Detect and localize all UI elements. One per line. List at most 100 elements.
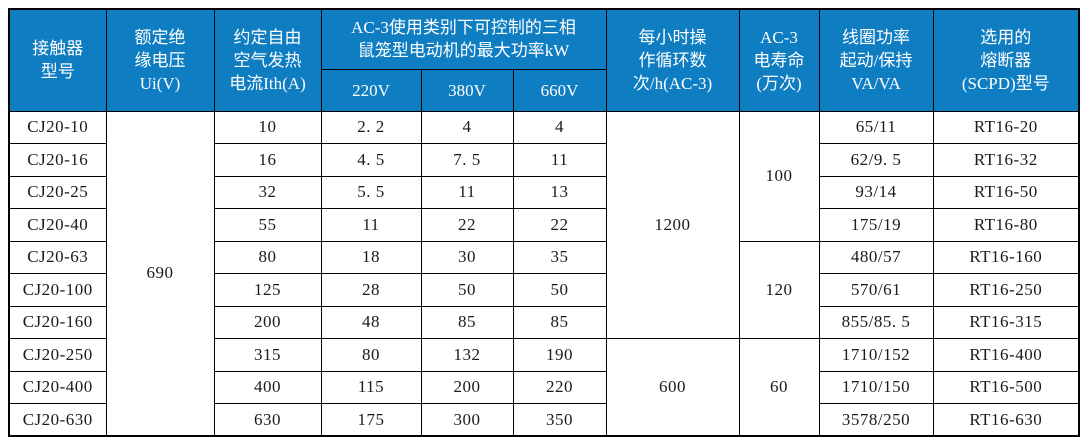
cell-kw-220: 175 <box>320 403 422 437</box>
cell-model: CJ20-25 <box>8 175 107 209</box>
cell-kw-660: 4 <box>512 110 607 144</box>
header-line: AC-3 <box>760 27 798 47</box>
table-row: CJ20-400 400 115 200 220 1710/150 RT16-5… <box>8 370 1080 404</box>
table-row: CJ20-100 125 28 50 50 570/61 RT16-250 <box>8 273 1080 307</box>
col-header-coil-power: 线圈功率 起动/保持 VA/VA <box>818 8 934 112</box>
header-line: 接触器 <box>32 39 84 59</box>
col-header-220v: 220V <box>320 68 422 112</box>
table-row: CJ20-25 32 5. 5 11 13 93/14 RT16-50 <box>8 175 1080 209</box>
cell-kw-660: 85 <box>512 305 607 339</box>
cell-fuse-model: RT16-50 <box>932 175 1080 209</box>
cell-thermal-current: 400 <box>213 370 322 404</box>
cell-cycles: 1200 <box>605 110 740 339</box>
cell-kw-220: 2. 2 <box>320 110 422 144</box>
cell-kw-660: 350 <box>512 403 607 437</box>
cell-kw-380: 85 <box>420 305 514 339</box>
cell-thermal-current: 315 <box>213 338 322 372</box>
cell-kw-220: 80 <box>320 338 422 372</box>
cell-thermal-current: 125 <box>213 273 322 307</box>
cell-kw-380: 11 <box>420 175 514 209</box>
table-body: CJ20-10 690 10 2. 2 4 4 1200 100 65/11 R… <box>8 110 1080 437</box>
cell-kw-220: 115 <box>320 370 422 404</box>
cell-model: CJ20-10 <box>8 110 107 144</box>
cell-model: CJ20-250 <box>8 338 107 372</box>
cell-kw-220: 4. 5 <box>320 143 422 177</box>
header-line: 作循环数 <box>638 50 707 70</box>
header-line: 鼠笼型电动机的最大功率kW <box>357 41 570 61</box>
col-header-thermal-current: 约定自由 空气发热 电流Ith(A) <box>213 8 322 112</box>
table-row: CJ20-16 16 4. 5 7. 5 11 62/9. 5 RT16-32 <box>8 143 1080 177</box>
cell-model: CJ20-630 <box>8 403 107 437</box>
cell-life: 120 <box>738 240 820 339</box>
cell-kw-220: 48 <box>320 305 422 339</box>
header-line: 选用的 <box>980 27 1032 47</box>
cell-model: CJ20-16 <box>8 143 107 177</box>
cell-kw-220: 5. 5 <box>320 175 422 209</box>
cell-kw-660: 22 <box>512 208 607 242</box>
col-header-fuse: 选用的 熔断器 (SCPD)型号 <box>932 8 1080 112</box>
cell-coil-power: 175/19 <box>818 208 934 242</box>
col-header-electrical-life: AC-3 电寿命 (万次) <box>738 8 820 112</box>
header-line: 缘电压 <box>134 50 186 70</box>
cell-model: CJ20-40 <box>8 208 107 242</box>
table-header: 接触器 型号 额定绝 缘电压 Ui(V) 约定自由 空气发热 电流Ith(A) … <box>8 8 1080 112</box>
contactor-spec-table: 接触器 型号 额定绝 缘电压 Ui(V) 约定自由 空气发热 电流Ith(A) … <box>8 8 1081 437</box>
cell-model: CJ20-63 <box>8 240 107 274</box>
cell-cycles: 600 <box>605 338 740 437</box>
cell-kw-380: 132 <box>420 338 514 372</box>
header-line: 次/h(AC-3) <box>632 73 713 93</box>
cell-coil-power: 93/14 <box>818 175 934 209</box>
cell-kw-660: 13 <box>512 175 607 209</box>
col-header-cycles-per-hour: 每小时操 作循环数 次/h(AC-3) <box>605 8 740 112</box>
cell-fuse-model: RT16-160 <box>932 240 1080 274</box>
cell-insulation-voltage: 690 <box>105 110 215 437</box>
header-line: 线圈功率 <box>842 27 911 47</box>
header-line: 约定自由 <box>233 27 302 47</box>
cell-kw-380: 7. 5 <box>420 143 514 177</box>
header-line: 额定绝 <box>134 27 186 47</box>
col-header-insulation-voltage: 额定绝 缘电压 Ui(V) <box>105 8 215 112</box>
header-line: 电寿命 <box>753 50 805 70</box>
cell-coil-power: 1710/150 <box>818 370 934 404</box>
cell-thermal-current: 200 <box>213 305 322 339</box>
cell-kw-380: 30 <box>420 240 514 274</box>
cell-fuse-model: RT16-400 <box>932 338 1080 372</box>
cell-kw-220: 11 <box>320 208 422 242</box>
cell-thermal-current: 16 <box>213 143 322 177</box>
cell-kw-380: 4 <box>420 110 514 144</box>
cell-coil-power: 1710/152 <box>818 338 934 372</box>
header-line: 每小时操 <box>638 27 707 47</box>
cell-kw-660: 220 <box>512 370 607 404</box>
col-header-model: 接触器 型号 <box>8 8 107 112</box>
cell-coil-power: 62/9. 5 <box>818 143 934 177</box>
header-line: 熔断器 <box>980 50 1032 70</box>
table-row: CJ20-630 630 175 300 350 3578/250 RT16-6… <box>8 403 1080 437</box>
cell-life: 100 <box>738 110 820 242</box>
cell-thermal-current: 10 <box>213 110 322 144</box>
table-row: CJ20-250 315 80 132 190 600 60 1710/152 … <box>8 338 1080 437</box>
cell-fuse-model: RT16-32 <box>932 143 1080 177</box>
col-header-660v: 660V <box>512 68 607 112</box>
table-row: CJ20-63 80 18 30 35 120 480/57 RT16-160 <box>8 240 1080 339</box>
header-line: 电流Ith(A) <box>229 73 306 93</box>
cell-thermal-current: 55 <box>213 208 322 242</box>
cell-kw-660: 11 <box>512 143 607 177</box>
cell-fuse-model: RT16-250 <box>932 273 1080 307</box>
cell-kw-380: 22 <box>420 208 514 242</box>
header-line: 型号 <box>40 62 75 82</box>
cell-fuse-model: RT16-80 <box>932 208 1080 242</box>
cell-model: CJ20-100 <box>8 273 107 307</box>
cell-thermal-current: 32 <box>213 175 322 209</box>
cell-kw-660: 35 <box>512 240 607 274</box>
table-row: CJ20-10 690 10 2. 2 4 4 1200 100 65/11 R… <box>8 110 1080 437</box>
header-line: 空气发热 <box>233 50 302 70</box>
cell-kw-380: 200 <box>420 370 514 404</box>
cell-life: 60 <box>738 338 820 437</box>
header-line: VA/VA <box>851 73 901 93</box>
header-line: AC-3使用类别下可控制的三相 <box>351 18 576 38</box>
cell-fuse-model: RT16-315 <box>932 305 1080 339</box>
cell-coil-power: 480/57 <box>818 240 934 274</box>
cell-coil-power: 855/85. 5 <box>818 305 934 339</box>
header-line: (万次) <box>756 73 802 93</box>
header-line: Ui(V) <box>139 73 181 93</box>
